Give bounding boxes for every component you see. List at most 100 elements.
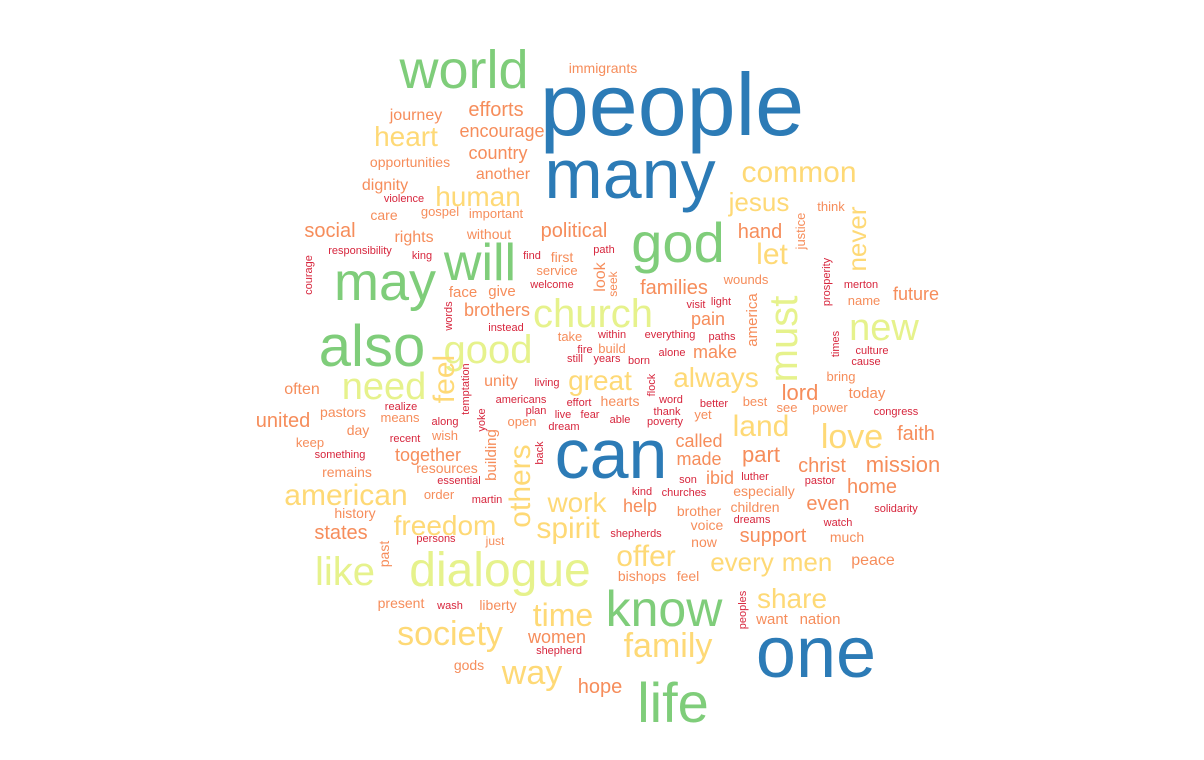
word-heart: heart xyxy=(374,121,438,152)
word-one: one xyxy=(756,613,876,693)
word-way: way xyxy=(501,654,562,692)
word-jesus: jesus xyxy=(728,187,790,217)
word-efforts: efforts xyxy=(468,99,523,121)
word-women: women xyxy=(527,627,586,647)
word-living: living xyxy=(534,377,559,389)
word-find: find xyxy=(523,250,541,262)
word-many: many xyxy=(544,135,715,213)
word-feel: feel xyxy=(677,568,700,584)
word-seek: seek xyxy=(606,270,620,296)
word-freedom: freedom xyxy=(394,510,497,541)
word-service: service xyxy=(536,263,577,278)
word-brothers: brothers xyxy=(464,300,530,320)
word-past: past xyxy=(376,541,392,568)
word-building: building xyxy=(483,429,500,481)
word-within: within xyxy=(597,329,626,341)
word-feel: feel xyxy=(428,355,461,403)
word-bring: bring xyxy=(827,369,856,384)
word-look: look xyxy=(592,261,609,291)
word-order: order xyxy=(424,487,455,502)
word-everything: everything xyxy=(645,329,696,341)
word-along: along xyxy=(432,416,459,428)
word-hearts: hearts xyxy=(601,393,640,409)
word-give: give xyxy=(488,283,516,300)
word-called: called xyxy=(675,431,722,451)
word-shepherds: shepherds xyxy=(610,528,662,540)
word-courage: courage xyxy=(303,255,315,295)
word-peoples: peoples xyxy=(737,590,749,629)
word-violence: violence xyxy=(384,193,424,205)
word-plan: plan xyxy=(526,405,547,417)
word-life: life xyxy=(637,671,709,734)
word-yoke: yoke xyxy=(476,408,488,431)
word-day: day xyxy=(347,422,370,438)
word-temptation: temptation xyxy=(460,363,472,414)
word-dream: dream xyxy=(548,421,579,433)
word-see: see xyxy=(777,400,798,415)
word-spirit: spirit xyxy=(536,512,600,545)
word-liberty: liberty xyxy=(479,597,516,613)
word-path: path xyxy=(593,244,614,256)
word-watch: watch xyxy=(823,517,853,529)
word-pain: pain xyxy=(691,309,725,329)
word-always: always xyxy=(673,362,759,393)
word-churches: churches xyxy=(662,487,707,499)
word-land: land xyxy=(733,410,790,443)
word-son: son xyxy=(679,474,697,486)
word-dignity: dignity xyxy=(362,177,408,194)
word-part: part xyxy=(742,442,780,467)
word-opportunities: opportunities xyxy=(370,154,450,170)
word-like: like xyxy=(315,550,375,594)
word-new: new xyxy=(849,307,919,349)
word-able: able xyxy=(610,414,631,426)
word-word: word xyxy=(658,394,683,406)
word-better: better xyxy=(700,398,728,410)
word-time: time xyxy=(533,597,593,633)
word-essential: essential xyxy=(437,475,480,487)
word-visit: visit xyxy=(687,299,706,311)
word-born: born xyxy=(628,355,650,367)
word-without: without xyxy=(466,226,511,242)
word-merton: merton xyxy=(844,279,878,291)
word-must: must xyxy=(762,296,806,383)
word-world: world xyxy=(398,40,528,100)
word-children: children xyxy=(730,499,779,515)
word-society: society xyxy=(397,615,503,653)
word-faith: faith xyxy=(897,423,935,445)
word-want: want xyxy=(755,611,789,628)
word-another: another xyxy=(476,166,531,183)
word-encourage: encourage xyxy=(459,121,544,141)
word-share: share xyxy=(757,583,827,614)
word-peace: peace xyxy=(851,552,895,569)
word-political: political xyxy=(541,220,608,242)
word-good: good xyxy=(444,328,533,372)
word-welcome: welcome xyxy=(529,279,573,291)
word-just: just xyxy=(485,534,505,548)
word-hand: hand xyxy=(738,221,783,243)
word-help: help xyxy=(623,496,657,516)
word-gospel: gospel xyxy=(421,204,459,219)
word-rights: rights xyxy=(394,229,433,246)
word-pastors: pastors xyxy=(320,404,366,420)
word-best: best xyxy=(743,394,768,409)
word-cause: cause xyxy=(851,356,880,368)
word-god: god xyxy=(631,211,724,274)
word-church: church xyxy=(533,292,653,336)
word-means: means xyxy=(380,410,420,425)
word-name: name xyxy=(848,293,881,308)
word-american: american xyxy=(284,479,407,512)
word-fire: fire xyxy=(577,344,592,356)
word-poverty: poverty xyxy=(647,416,684,428)
word-immigrants: immigrants xyxy=(569,60,637,76)
word-king: king xyxy=(412,250,432,262)
word-thank: thank xyxy=(654,406,681,418)
word-today: today xyxy=(849,385,886,402)
word-also: also xyxy=(319,314,425,379)
word-dialogue: dialogue xyxy=(409,544,591,597)
word-will: will xyxy=(443,234,516,292)
word-solidarity: solidarity xyxy=(874,503,918,515)
word-future: future xyxy=(893,284,939,304)
word-journey: journey xyxy=(389,107,442,124)
word-light: light xyxy=(711,296,731,308)
